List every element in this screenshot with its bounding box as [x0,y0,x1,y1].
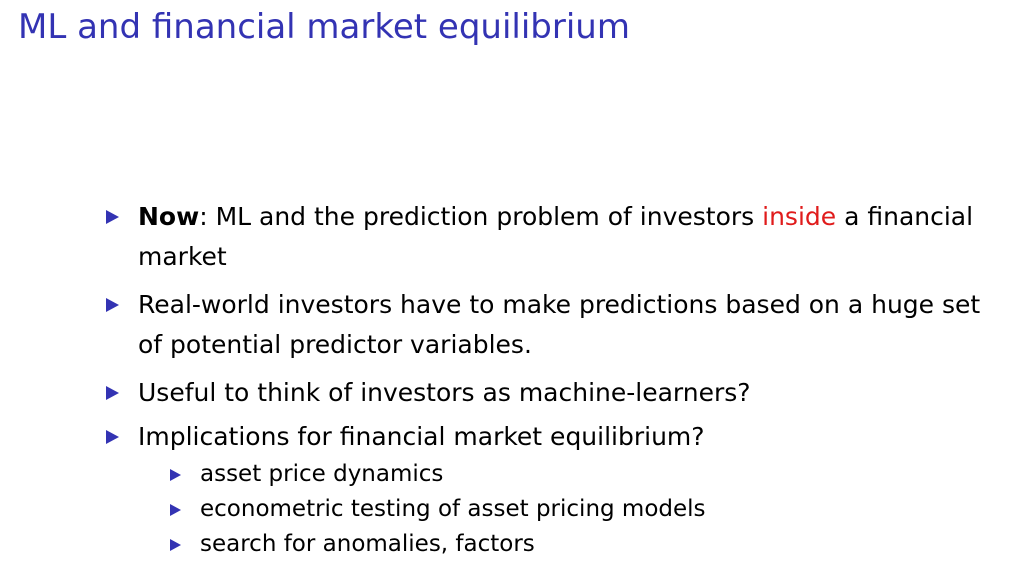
bullet-item-implications: Implications for financial market equili… [104,417,984,562]
triangle-right-icon [170,504,181,516]
bullet-text: Real-world investors have to make predic… [138,290,981,359]
triangle-right-icon [106,298,119,312]
bullet-text: : ML and the prediction problem of inves… [199,202,763,231]
highlighted-word: inside [762,202,837,231]
bullet-bold-term: Now [138,202,200,231]
bullet-text: Implications for financial market equili… [138,422,705,451]
sub-bullet-list: asset price dynamics econometric testing… [138,457,984,562]
bullet-item-predictions: Real-world investors have to make predic… [104,285,984,365]
slide-title: ML and financial market equilibrium [18,7,630,47]
sub-bullet-text: asset price dynamics [200,461,444,487]
sub-bullet-item: asset price dynamics [166,457,984,492]
bullet-text: Useful to think of investors as machine-… [138,378,751,407]
sub-bullet-text: econometric testing of asset pricing mod… [200,496,706,522]
sub-bullet-item: econometric testing of asset pricing mod… [166,492,984,527]
bullet-text: a financial market [138,202,974,271]
bullet-list: Now: ML and the prediction problem of in… [104,197,984,570]
sub-bullet-text: search for anomalies, factors [200,531,535,557]
triangle-right-icon [106,430,119,444]
bullet-item-machine-learners: Useful to think of investors as machine-… [104,373,984,413]
triangle-right-icon [170,469,181,481]
sub-bullet-item: search for anomalies, factors [166,527,984,562]
triangle-right-icon [106,386,119,400]
triangle-right-icon [106,210,119,224]
bullet-item-now: Now: ML and the prediction problem of in… [104,197,984,277]
triangle-right-icon [170,539,181,551]
